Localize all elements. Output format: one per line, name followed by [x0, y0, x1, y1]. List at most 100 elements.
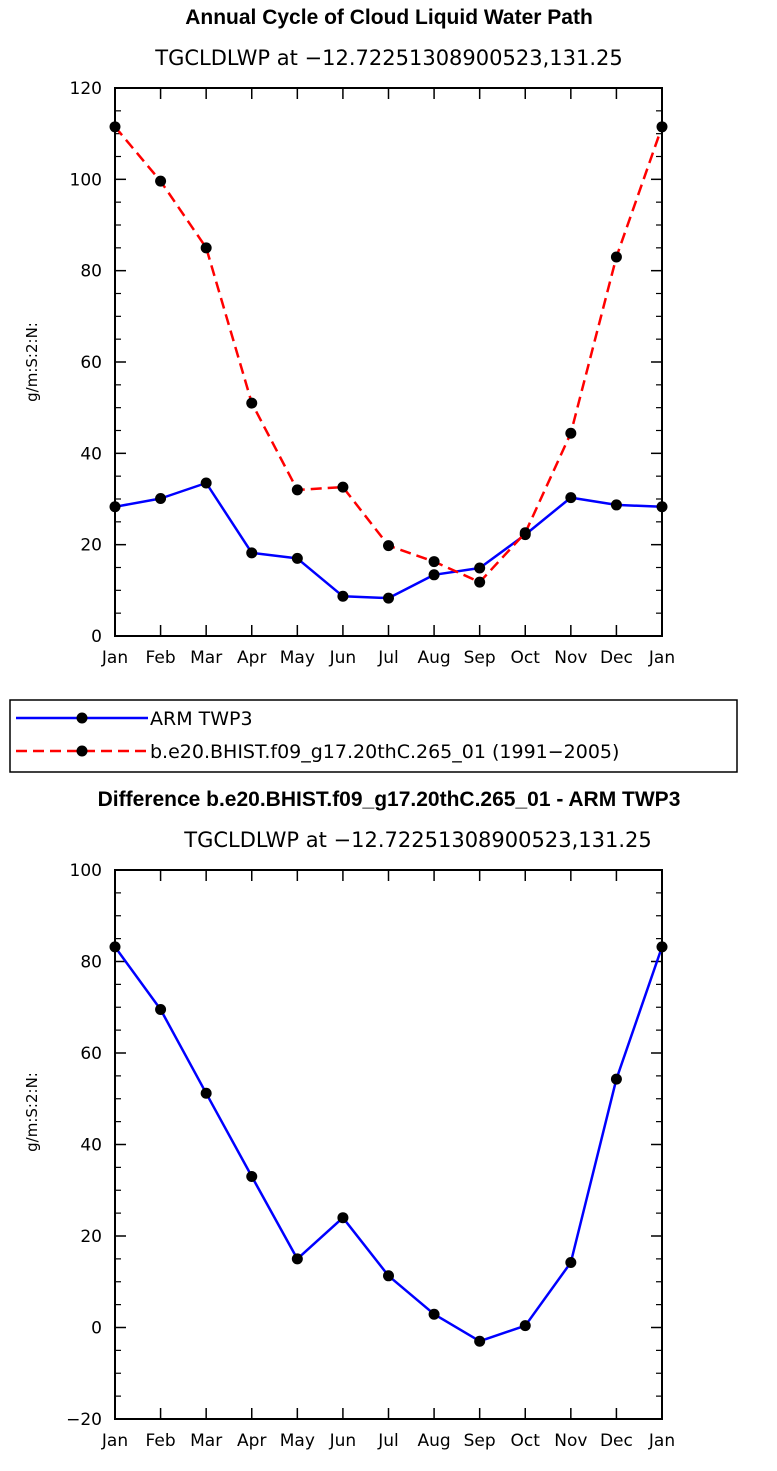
legend: ARM TWP3 b.e20.BHIST.f09_g17.20thC.265_0…	[9, 699, 738, 773]
data-point	[610, 1073, 622, 1085]
data-point	[200, 477, 212, 489]
data-point	[474, 1335, 486, 1347]
x-tick-label: May	[280, 648, 315, 668]
y-axis-label: g/m:S:2:N:	[23, 1072, 41, 1152]
x-tick-label: Jan	[648, 1431, 675, 1451]
data-point	[565, 427, 577, 439]
data-point	[109, 941, 121, 953]
series-layer	[109, 941, 668, 1347]
data-point	[474, 562, 486, 574]
data-point	[656, 121, 668, 133]
x-tick-label: Jan	[101, 648, 128, 668]
x-tick-label: Jul	[377, 648, 399, 668]
data-point	[565, 492, 577, 504]
x-tick-labels: Jan Feb Mar Apr May Jun Jul Aug Sep Oct Nov Dec Jan	[101, 648, 675, 668]
data-point	[109, 501, 121, 513]
x-tick-label: Dec	[600, 648, 633, 668]
axis-ticks	[114, 869, 663, 1420]
legend-marker-arm	[76, 712, 88, 724]
data-point	[200, 242, 212, 254]
y-tick-label: 20	[80, 536, 102, 556]
data-point	[246, 547, 258, 559]
difference-chart: Difference b.e20.BHIST.f09_g17.20thC.265…	[23, 788, 680, 1451]
y-tick-labels: 0 20 40 60 80 100 120	[70, 79, 102, 647]
y-tick-label: 80	[80, 262, 102, 282]
y-tick-label: −20	[66, 1410, 102, 1430]
data-point	[337, 481, 349, 493]
x-tick-label: Apr	[237, 1431, 266, 1451]
data-point	[337, 590, 349, 602]
data-point	[610, 499, 622, 511]
x-tick-label: Jul	[377, 1431, 399, 1451]
data-point	[610, 251, 622, 263]
y-axis-label: g/m:S:2:N:	[23, 322, 41, 402]
y-tick-label: 60	[80, 353, 102, 373]
plot-frame	[114, 869, 663, 1420]
x-tick-label: Feb	[146, 648, 176, 668]
y-tick-label: 60	[80, 1044, 102, 1064]
chart-subtitle: TGCLDLWP at −12.72251308900523,131.25	[154, 46, 623, 70]
legend-label-arm: ARM TWP3	[150, 708, 253, 730]
y-tick-label: 80	[80, 953, 102, 973]
data-point	[155, 175, 167, 187]
data-point	[428, 569, 440, 581]
y-tick-label: 0	[91, 1319, 102, 1339]
x-tick-label: Oct	[511, 1431, 541, 1451]
plot-frame	[114, 87, 663, 637]
y-tick-label: 100	[70, 861, 102, 881]
y-tick-label: 40	[80, 1136, 102, 1156]
y-tick-label: 120	[70, 79, 102, 99]
series-line-0	[113, 946, 664, 1343]
series-line-1	[114, 125, 664, 584]
data-point	[519, 1320, 531, 1332]
data-point	[565, 1257, 577, 1269]
x-tick-label: Jun	[329, 648, 357, 668]
data-point	[656, 501, 668, 513]
x-tick-label: Sep	[464, 1431, 496, 1451]
series-layer	[109, 121, 668, 604]
y-tick-label: 100	[70, 170, 102, 190]
data-point	[200, 1087, 212, 1099]
axis-ticks	[114, 87, 663, 637]
data-point	[428, 556, 440, 568]
legend-box	[9, 699, 738, 773]
x-tick-label: Feb	[146, 1431, 176, 1451]
x-tick-label: Aug	[417, 1431, 450, 1451]
x-tick-label: Aug	[417, 648, 450, 668]
data-point	[519, 527, 531, 539]
x-tick-label: Nov	[554, 1431, 587, 1451]
y-tick-label: 0	[91, 627, 102, 647]
data-point	[155, 493, 167, 505]
chart-subtitle: TGCLDLWP at −12.72251308900523,131.25	[183, 828, 652, 852]
chart-title: Annual Cycle of Cloud Liquid Water Path	[185, 6, 593, 29]
legend-label-model: b.e20.BHIST.f09_g17.20thC.265_01 (1991−2…	[150, 741, 619, 763]
x-tick-label: Nov	[554, 648, 587, 668]
data-point	[109, 121, 121, 133]
data-point	[291, 1253, 303, 1265]
x-tick-labels: Jan Feb Mar Apr May Jun Jul Aug Sep Oct Nov Dec Jan	[101, 1431, 675, 1451]
data-point	[246, 397, 258, 409]
y-tick-labels: −20 0 20 40 60 80 100	[66, 861, 102, 1430]
annual-cycle-chart: Annual Cycle of Cloud Liquid Water Path …	[9, 6, 738, 773]
y-tick-label: 20	[80, 1227, 102, 1247]
x-tick-label: Apr	[237, 648, 266, 668]
y-tick-label: 40	[80, 444, 102, 464]
data-point	[428, 1308, 440, 1320]
data-point	[291, 484, 303, 496]
data-point	[155, 1004, 167, 1016]
x-tick-label: Jan	[648, 648, 675, 668]
x-tick-label: Jan	[101, 1431, 128, 1451]
x-tick-label: Dec	[600, 1431, 633, 1451]
x-tick-label: May	[280, 1431, 315, 1451]
data-point	[337, 1212, 349, 1224]
data-point	[246, 1171, 258, 1183]
x-tick-label: Mar	[190, 1431, 222, 1451]
data-point	[474, 576, 486, 588]
legend-marker-model	[76, 745, 88, 757]
data-point	[383, 592, 394, 604]
data-point	[383, 540, 394, 552]
chart-title: Difference b.e20.BHIST.f09_g17.20thC.265…	[98, 788, 681, 811]
data-point	[656, 941, 668, 953]
x-tick-label: Mar	[190, 648, 222, 668]
